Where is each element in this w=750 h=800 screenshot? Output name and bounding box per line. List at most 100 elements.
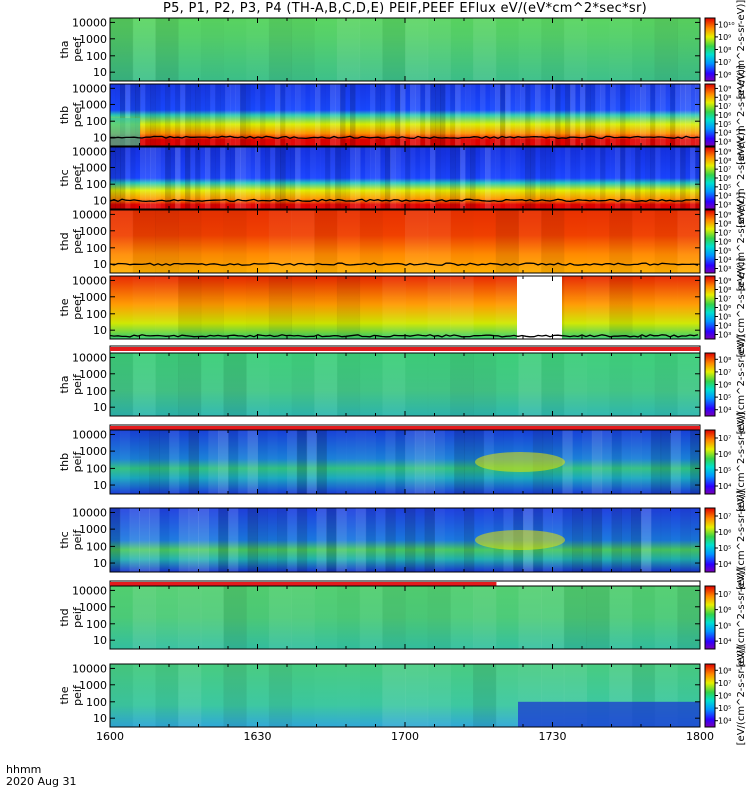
time-bin bbox=[201, 664, 224, 727]
y-tick-label: 10 bbox=[93, 194, 107, 207]
colorbar-tick-label: 10⁴ bbox=[718, 482, 731, 491]
time-bin bbox=[230, 84, 236, 146]
colorbar bbox=[704, 585, 716, 650]
time-bin bbox=[230, 147, 236, 209]
time-bin bbox=[199, 430, 209, 494]
time-bin bbox=[680, 147, 686, 209]
colorbar-tick-label: 10⁸ bbox=[718, 666, 731, 675]
y-tick-label: 10000 bbox=[72, 82, 107, 95]
y-tick-label: 10000 bbox=[72, 208, 107, 221]
colorbar-unit-label: [eV/(cm^2-s-sr-eV)] bbox=[736, 568, 747, 668]
time-bin bbox=[155, 586, 179, 649]
time-bin bbox=[208, 430, 219, 494]
time-bin bbox=[690, 84, 696, 146]
time-bin bbox=[295, 147, 301, 209]
time-bin bbox=[395, 430, 406, 494]
time-bin bbox=[631, 508, 642, 572]
time-bin bbox=[435, 147, 441, 209]
time-bin bbox=[326, 430, 336, 494]
time-bin bbox=[405, 586, 428, 649]
time-bin bbox=[340, 147, 346, 209]
time-bin bbox=[314, 210, 338, 273]
time-bin bbox=[425, 84, 431, 146]
time-bin bbox=[155, 276, 179, 339]
time-bin bbox=[563, 353, 588, 416]
colorbar-tick-label: 10⁴ bbox=[718, 192, 731, 201]
time-bin bbox=[376, 430, 386, 494]
time-bin bbox=[405, 664, 429, 727]
time-bin bbox=[132, 18, 156, 81]
y-tick-label: 1000 bbox=[79, 601, 107, 614]
y-tick-label: 100 bbox=[86, 178, 107, 191]
time-bin bbox=[496, 18, 519, 81]
time-bin bbox=[285, 84, 291, 146]
colorbar-unit-label: [eV/(cm^2-s-sr-eV)] bbox=[736, 335, 747, 435]
time-bin bbox=[310, 147, 316, 209]
time-bin bbox=[314, 353, 338, 416]
time-bin bbox=[350, 84, 356, 146]
time-bin bbox=[340, 84, 346, 146]
time-bin bbox=[470, 84, 476, 146]
colorbar-tick-label: 10⁷ bbox=[718, 590, 731, 599]
time-bin bbox=[565, 84, 571, 146]
time-bin bbox=[434, 508, 445, 572]
time-bin bbox=[595, 84, 601, 146]
time-bin bbox=[119, 508, 131, 572]
y-tick-label: 1000 bbox=[79, 291, 107, 304]
time-bin bbox=[450, 353, 474, 416]
time-bin bbox=[169, 508, 179, 572]
colorbar-tick-label: 10⁴ bbox=[718, 256, 731, 265]
colorbar-tick-label: 10⁶ bbox=[718, 71, 731, 80]
colorbar-tick-label: 10⁶ bbox=[718, 111, 731, 120]
time-bin bbox=[291, 276, 315, 339]
time-bin bbox=[455, 84, 461, 146]
time-bin bbox=[564, 276, 587, 339]
time-bin bbox=[285, 147, 291, 209]
time-bin bbox=[427, 210, 451, 273]
colorbar-tick-label: 10⁵ bbox=[718, 393, 731, 402]
time-bin bbox=[595, 147, 601, 209]
colorbar-unit-label: [eV/(cm^2-s-sr-eV)] bbox=[736, 192, 747, 292]
time-bin bbox=[465, 147, 471, 209]
time-bin bbox=[635, 84, 641, 146]
time-bin bbox=[405, 508, 416, 572]
time-bin bbox=[400, 147, 406, 209]
time-bin bbox=[415, 508, 425, 572]
time-bin bbox=[155, 664, 179, 727]
time-bin bbox=[305, 147, 311, 209]
colorbar bbox=[704, 352, 716, 417]
spectrogram-background bbox=[110, 276, 700, 339]
colorbar-unit-label: [eV/(cm^2-s-sr-eV)] bbox=[736, 490, 747, 590]
time-bin bbox=[575, 84, 581, 146]
time-bin bbox=[119, 430, 131, 494]
time-bin bbox=[444, 430, 454, 494]
spectrogram-background bbox=[110, 84, 700, 146]
time-bin bbox=[450, 18, 473, 81]
colorbar-tick-label: 10⁴ bbox=[718, 717, 731, 726]
time-bin bbox=[620, 84, 626, 146]
time-bin bbox=[600, 147, 606, 209]
time-bin bbox=[590, 84, 596, 146]
time-bin bbox=[330, 84, 336, 146]
time-bin bbox=[473, 586, 497, 649]
colorbar-tick-label: 10⁶ bbox=[718, 304, 731, 313]
time-bin bbox=[541, 210, 565, 273]
colorbar-tick-label: 10⁵ bbox=[718, 466, 731, 475]
time-bin bbox=[228, 430, 239, 494]
time-bin bbox=[490, 84, 496, 146]
colorbar bbox=[704, 209, 716, 274]
time-bin bbox=[235, 147, 241, 209]
panel-y-label: peif bbox=[71, 606, 84, 628]
time-bin bbox=[495, 210, 519, 273]
time-bin bbox=[671, 508, 681, 572]
spectrogram-background bbox=[110, 353, 700, 416]
panel-y-label: thd bbox=[58, 232, 71, 250]
time-bin bbox=[570, 147, 576, 209]
time-bin bbox=[615, 147, 621, 209]
time-bin bbox=[240, 84, 246, 146]
time-bin bbox=[205, 147, 211, 209]
time-bin bbox=[132, 276, 156, 339]
time-bin bbox=[139, 430, 150, 494]
